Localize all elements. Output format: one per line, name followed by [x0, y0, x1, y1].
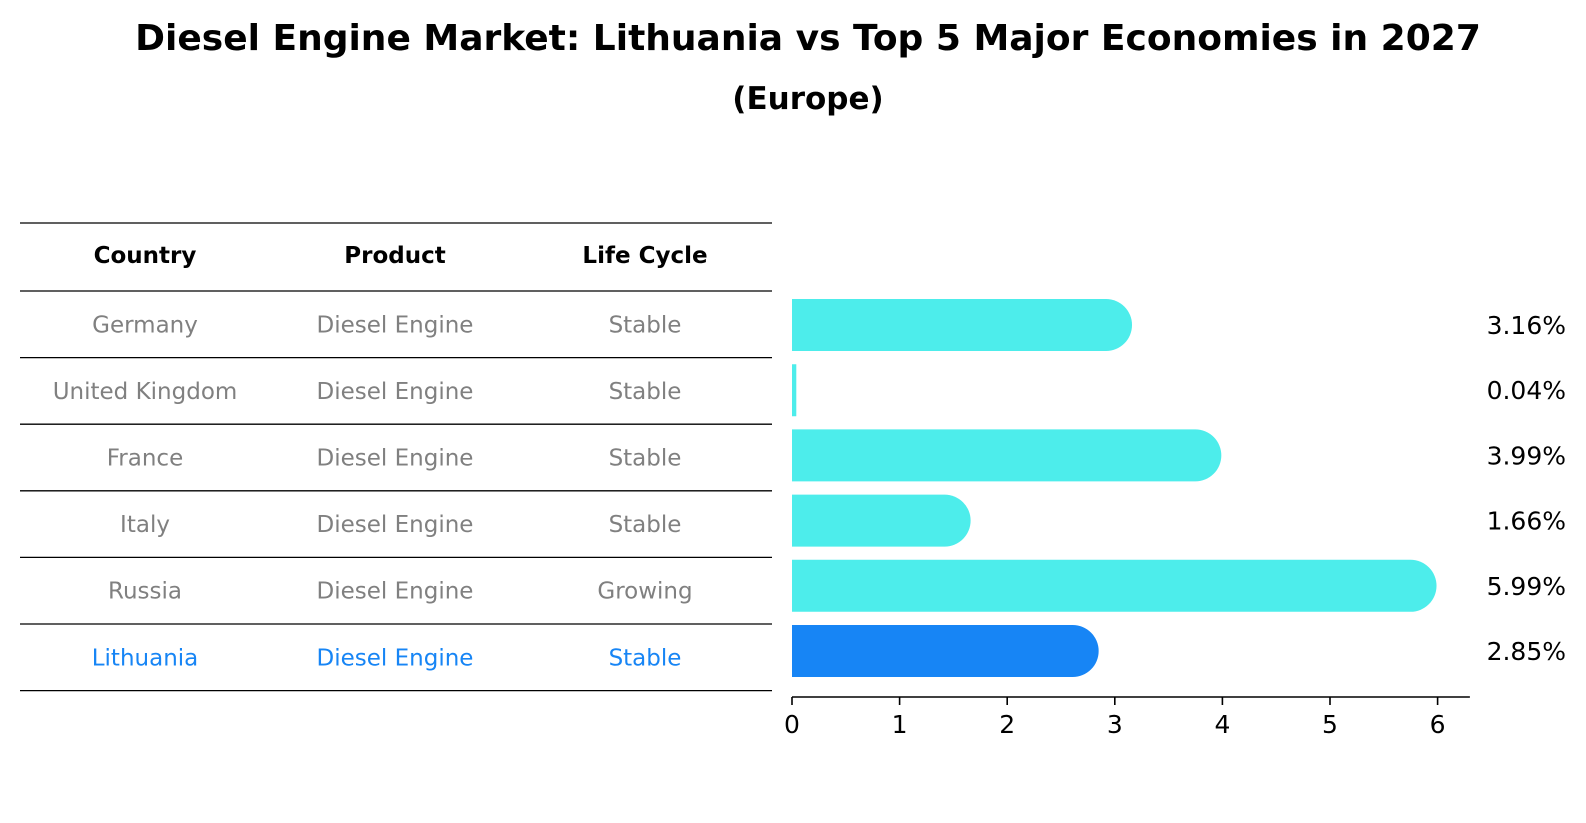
- x-tick-label: 5: [1322, 710, 1338, 739]
- table-cell-country: Russia: [108, 579, 182, 605]
- bar: [791, 559, 1437, 612]
- table-cell-life-cycle: Stable: [609, 512, 682, 538]
- table-cell-country: France: [107, 446, 183, 472]
- bar: [792, 364, 797, 417]
- chart-subtitle: (Europe): [732, 81, 883, 117]
- table-cell-country: United Kingdom: [53, 379, 238, 405]
- column-header: Country: [94, 243, 197, 269]
- x-tick-label: 3: [1107, 710, 1123, 739]
- bar-value-label: 3.99%: [1487, 441, 1566, 470]
- bar: [792, 299, 1133, 351]
- column-header: Life Cycle: [582, 243, 707, 269]
- x-axis: 0 1 2 3 4 5 6: [784, 696, 1470, 739]
- table-cell-life-cycle: Stable: [609, 312, 682, 338]
- table-cell-life-cycle: Stable: [609, 379, 682, 405]
- bar: [792, 625, 1099, 677]
- table-cell-product: Diesel Engine: [317, 312, 474, 338]
- x-tick-label: 2: [999, 710, 1015, 739]
- table-cell-life-cycle: Stable: [609, 446, 682, 472]
- table-cell-product: Diesel Engine: [317, 512, 474, 538]
- table-cell-product: Diesel Engine: [317, 446, 474, 472]
- table-cell-product: Diesel Engine: [317, 379, 474, 405]
- chart-title: Diesel Engine Market: Lithuania vs Top 5…: [135, 18, 1481, 59]
- table-cell-product: Diesel Engine: [317, 645, 474, 671]
- bar-chart: 3.16% 0.04% 3.99% 1.66% 5.99% 2.85%: [791, 299, 1566, 677]
- bar-value-label: 3.16%: [1487, 311, 1566, 340]
- table-cell-country: Germany: [92, 312, 198, 338]
- bar: [792, 494, 971, 547]
- table-cell-life-cycle: Stable: [609, 645, 682, 671]
- bar-value-label: 5.99%: [1487, 572, 1566, 601]
- table-cell-country: Lithuania: [92, 645, 199, 671]
- table-cell-life-cycle: Growing: [597, 579, 692, 605]
- bar-value-label: 2.85%: [1487, 637, 1566, 666]
- x-tick-label: 6: [1430, 710, 1446, 739]
- data-table: Country Product Life Cycle Germany Diesel En…: [20, 222, 772, 692]
- x-tick-label: 1: [892, 710, 908, 739]
- x-tick-label: 4: [1214, 710, 1230, 739]
- table-cell-country: Italy: [120, 512, 170, 538]
- bar-value-label: 0.04%: [1487, 376, 1566, 405]
- bar: [792, 429, 1222, 482]
- x-tick-label: 0: [784, 710, 800, 739]
- table-cell-product: Diesel Engine: [317, 579, 474, 605]
- column-header: Product: [344, 243, 445, 269]
- bar-value-label: 1.66%: [1487, 507, 1566, 536]
